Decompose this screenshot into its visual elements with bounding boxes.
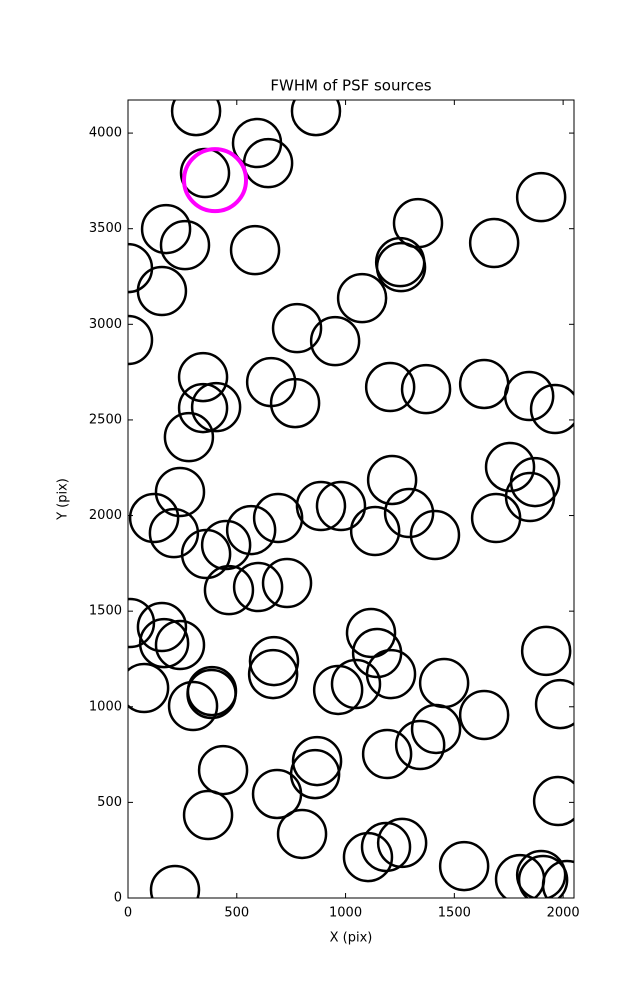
source-circle: [366, 454, 418, 506]
source-circle: [252, 492, 304, 544]
source-circle: [376, 817, 428, 869]
x-tick-label: 1500: [438, 906, 471, 921]
source-circle: [148, 507, 200, 559]
source-circle: [128, 492, 180, 544]
source-circle: [149, 864, 201, 898]
source-circle: [458, 689, 510, 741]
source-circle: [136, 265, 188, 317]
source-circle: [394, 719, 446, 771]
x-tick-label: 2000: [547, 906, 580, 921]
source-circle: [163, 411, 215, 463]
source-circle: [128, 597, 156, 649]
source-circle: [138, 617, 190, 669]
source-circle: [309, 315, 361, 367]
source-circle: [410, 703, 462, 755]
source-circle: [503, 370, 555, 422]
source-circle: [383, 487, 435, 539]
source-circle: [177, 382, 229, 434]
y-tick-label: 1500: [89, 604, 122, 619]
source-circle: [261, 557, 313, 609]
y-tick-label: 3000: [89, 317, 122, 332]
source-circle: [291, 735, 343, 787]
source-circle: [315, 480, 367, 532]
source-circle: [128, 662, 170, 714]
source-circle: [276, 808, 328, 860]
x-tick-label: 1000: [329, 906, 362, 921]
source-circle: [330, 658, 382, 710]
source-circle: [248, 635, 300, 687]
source-circle: [203, 564, 255, 616]
source-circle: [140, 203, 192, 255]
source-circle: [154, 466, 206, 518]
source-circle: [515, 171, 567, 223]
source-circle: [360, 821, 412, 873]
source-circle: [470, 492, 522, 544]
source-circle: [349, 505, 401, 557]
source-circle: [336, 272, 388, 324]
source-circle: [170, 100, 222, 137]
source-circle: [154, 619, 206, 671]
source-circle: [247, 648, 299, 700]
y-tick-label: 3500: [89, 221, 122, 236]
plot-frame: [127, 99, 575, 899]
y-tick-label: 4000: [89, 126, 122, 141]
source-circle: [180, 528, 232, 580]
y-tick-label: 500: [97, 795, 122, 810]
source-circle: [364, 361, 416, 413]
source-circle: [400, 363, 452, 415]
source-circle: [515, 849, 567, 898]
source-circle: [345, 607, 397, 659]
y-tick-label: 2500: [89, 412, 122, 427]
source-circle: [167, 680, 219, 732]
source-circle: [271, 302, 323, 354]
source-circle: [190, 381, 242, 433]
source-circle: [251, 768, 303, 820]
chart-title: FWHM of PSF sources: [270, 77, 431, 95]
source-circle: [438, 840, 490, 892]
highlighted-source: [182, 147, 249, 214]
source-circle: [375, 241, 427, 293]
source-circle: [136, 601, 188, 653]
x-tick-label: 500: [224, 906, 249, 921]
source-circle: [312, 664, 364, 716]
source-circle: [159, 219, 211, 271]
source-circle: [242, 137, 294, 189]
source-circle: [534, 678, 574, 730]
source-circle: [409, 509, 461, 561]
x-tick-label: 0: [124, 906, 132, 921]
y-tick-label: 0: [114, 891, 122, 906]
source-circle: [182, 789, 234, 841]
y-axis-label: Y (pix): [56, 478, 71, 521]
source-circle: [225, 504, 277, 556]
source-circle: [484, 441, 536, 493]
source-circle: [520, 625, 572, 677]
y-tick-label: 1000: [89, 699, 122, 714]
source-circle: [186, 668, 237, 720]
source-circle: [290, 100, 342, 137]
source-circle: [342, 831, 394, 883]
y-tick-label: 2000: [89, 508, 122, 523]
source-circle: [361, 728, 413, 780]
source-circle: [541, 859, 574, 898]
plot-area: [128, 100, 574, 898]
source-circle: [197, 744, 249, 796]
source-circle: [177, 351, 229, 403]
source-circle: [128, 314, 154, 366]
source-circle: [229, 224, 281, 276]
source-circle: [295, 480, 347, 532]
source-circle: [232, 561, 284, 613]
source-circle: [532, 775, 574, 827]
source-circle: [517, 854, 569, 898]
x-axis-label: X (pix): [330, 931, 373, 946]
source-circle: [365, 648, 417, 700]
source-circle: [468, 217, 520, 269]
source-circle: [529, 383, 574, 435]
source-circle: [269, 377, 321, 429]
